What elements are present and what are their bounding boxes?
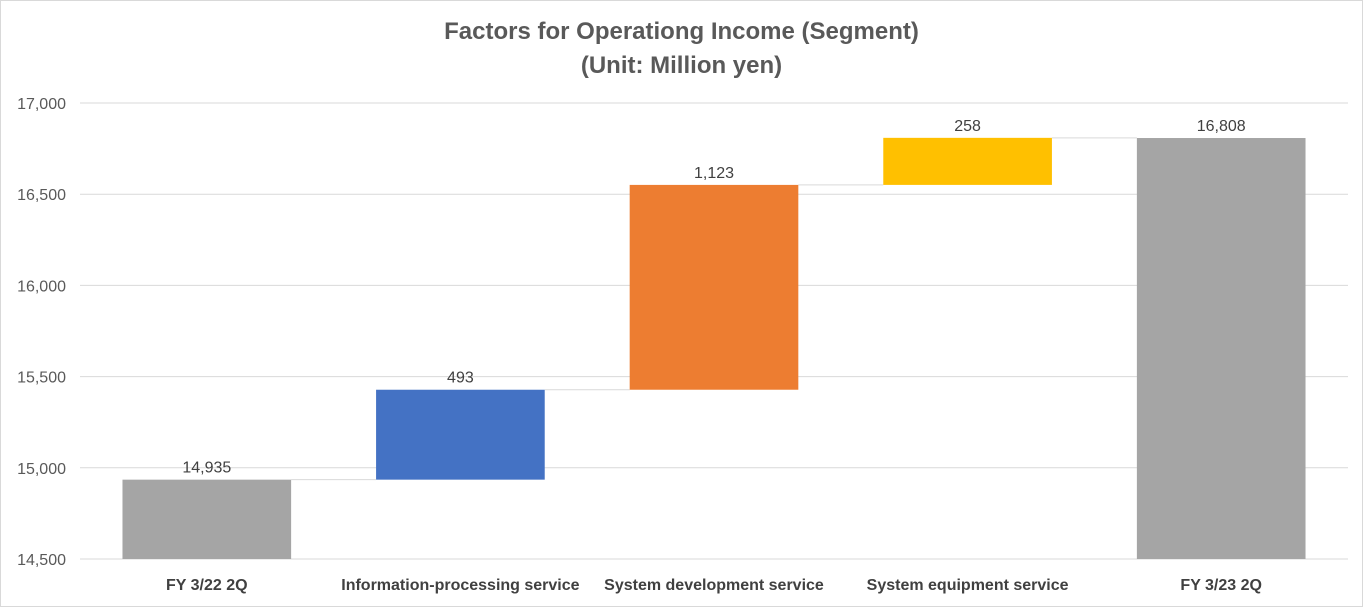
y-tick-label: 17,000 bbox=[17, 96, 66, 113]
category-label: System development service bbox=[604, 577, 824, 594]
data-label: 14,935 bbox=[182, 460, 231, 477]
data-label: 1,123 bbox=[694, 165, 734, 182]
data-labels: 14,935 493 1,123 258 16,808 bbox=[182, 118, 1245, 477]
bar bbox=[883, 137, 1052, 185]
data-label: 258 bbox=[954, 118, 981, 135]
chart-subtitle: (Unit: Million yen) bbox=[580, 52, 783, 79]
data-label: 493 bbox=[447, 370, 474, 387]
chart-title: Factors for Operationg Income (Segment) bbox=[444, 18, 919, 45]
y-tick-label: 16,000 bbox=[17, 278, 66, 295]
y-tick-label: 16,500 bbox=[17, 187, 66, 204]
y-axis: 14,500 15,000 15,500 16,000 16,500 17,000 bbox=[17, 96, 66, 569]
category-label: Information-processing service bbox=[341, 577, 579, 594]
x-axis: FY 3/22 2Q Information-processing service… bbox=[166, 577, 1262, 594]
category-label: FY 3/22 2Q bbox=[166, 577, 248, 594]
bar bbox=[122, 479, 292, 559]
category-label: FY 3/23 2Q bbox=[1180, 577, 1262, 594]
chart-title-block: Factors for Operationg Income (Segment) … bbox=[1, 15, 1362, 83]
bar bbox=[376, 389, 545, 480]
bars bbox=[122, 137, 1306, 559]
category-label: System equipment service bbox=[867, 577, 1069, 594]
y-tick-label: 15,000 bbox=[17, 461, 66, 478]
data-label: 16,808 bbox=[1197, 118, 1246, 135]
y-tick-label: 14,500 bbox=[17, 552, 66, 569]
y-tick-label: 15,500 bbox=[17, 370, 66, 387]
bar bbox=[1136, 138, 1306, 559]
connectors bbox=[291, 137, 1137, 481]
bar bbox=[629, 184, 799, 390]
